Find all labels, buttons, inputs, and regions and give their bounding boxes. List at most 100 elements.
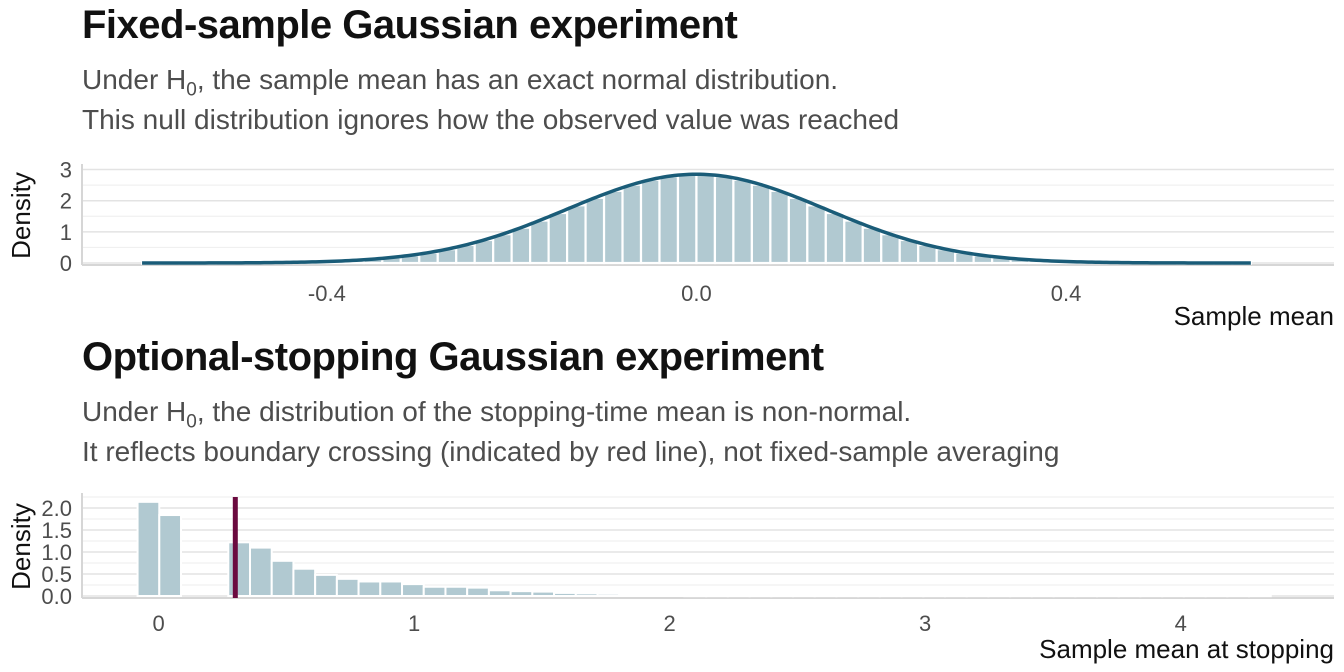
histogram-bar [1117, 594, 1142, 598]
histogram-bar [136, 500, 161, 598]
histogram-bar [658, 175, 680, 265]
histogram-bar [770, 594, 794, 598]
panel1-title: Fixed-sample Gaussian experiment [82, 3, 738, 47]
histogram-bar [510, 226, 532, 265]
histogram-bar [922, 594, 946, 598]
histogram-bar [584, 196, 606, 265]
histogram-bar [158, 514, 183, 597]
x-tick-label: 0 [153, 611, 165, 636]
histogram-bar [565, 204, 587, 265]
y-tick-label: 0 [60, 251, 72, 276]
x-tick-label: 0.0 [681, 281, 712, 306]
x-tick-label: 1 [408, 611, 420, 636]
histogram-bar [878, 594, 903, 598]
y-axis-title: Density [6, 172, 36, 259]
histogram-bar [713, 175, 735, 265]
histogram-bar [705, 594, 729, 598]
histogram-bar [861, 226, 883, 265]
histogram-bar [683, 594, 708, 598]
histogram-bar [547, 211, 569, 265]
histogram-bar [422, 585, 447, 598]
histogram-bar [357, 580, 382, 598]
histogram-bar [401, 583, 425, 598]
panel1-subtitle-line2: This null distribution ignores how the o… [82, 104, 900, 135]
panel2-subtitle-line1: Under H0, the distribution of the stoppi… [82, 396, 912, 433]
x-tick-label: -0.4 [308, 281, 346, 306]
histogram-bar [1030, 594, 1055, 598]
histogram-bar [750, 183, 772, 265]
y-tick-label: 1 [60, 220, 72, 245]
x-tick-label: 4 [1175, 611, 1187, 636]
histogram-bar [553, 591, 577, 597]
histogram-bar [880, 233, 901, 265]
histogram-bar [227, 541, 251, 597]
histogram-bar [1074, 594, 1099, 598]
normal-density-curve [142, 172, 1251, 265]
histogram-bar [1204, 594, 1229, 598]
histogram-bar [379, 580, 404, 598]
histogram-bar [748, 594, 773, 598]
histogram-bars [140, 173, 1252, 265]
histogram-bar [965, 594, 990, 598]
histogram-bar [900, 594, 925, 598]
y-tick-label: 3 [60, 158, 72, 183]
histogram-bar [661, 594, 686, 598]
histogram-bar [732, 178, 753, 265]
x-axis-title: Sample mean [1174, 301, 1334, 331]
histogram-bar [1161, 594, 1185, 598]
y-tick-label: 2.0 [41, 496, 72, 521]
histogram-bar [292, 567, 317, 598]
y-tick-label: 2 [60, 189, 72, 214]
histogram-bar [1248, 594, 1272, 598]
histogram-bar [676, 173, 698, 265]
histogram-bar [335, 577, 360, 597]
histogram-bar [618, 593, 642, 598]
panel1-subtitle-line1: Under H0, the sample mean has an exact n… [82, 64, 839, 101]
y-tick-label: 1.0 [41, 540, 72, 565]
histogram-bar [695, 173, 717, 265]
histogram-bar [509, 590, 534, 598]
histogram-bar [574, 592, 599, 598]
x-axis-title: Sample mean at stopping [1039, 634, 1334, 664]
histogram-bar [487, 589, 512, 597]
x-tick-label: 2 [664, 611, 676, 636]
histogram-bar [1052, 594, 1077, 598]
fixed-sample-chart: 0 1 2 3 -0.4 0.0 0.4 Sample mean Density [6, 158, 1334, 331]
histogram-bar [806, 204, 827, 265]
histogram-bar [769, 189, 790, 265]
histogram-bar [639, 594, 664, 598]
histogram-bar [1009, 594, 1033, 598]
histogram-bar [1139, 594, 1164, 598]
histogram-bar [943, 594, 968, 598]
histogram-bar [531, 590, 556, 597]
x-tick-label: 0.4 [1051, 281, 1082, 306]
histogram-bar [1226, 594, 1251, 598]
histogram-bar [857, 594, 881, 598]
histogram-bar [987, 594, 1012, 598]
y-tick-label: 1.5 [41, 518, 72, 543]
panel2-subtitle-line2: It reflects boundary crossing (indicated… [82, 436, 1060, 467]
histogram-bar [444, 585, 469, 598]
histogram-bar [843, 219, 864, 265]
histogram-bar [824, 211, 846, 265]
histogram-bar [314, 573, 338, 597]
x-tick-label: 3 [919, 611, 931, 636]
panel1-subtitle-subscript: 0 [186, 79, 197, 101]
panel2-subtitle-subscript: 0 [186, 411, 197, 433]
histogram-bar [639, 178, 661, 265]
y-tick-label: 0.5 [41, 562, 72, 587]
histogram-bar [596, 592, 621, 598]
panel2-title: Optional-stopping Gaussian experiment [82, 335, 824, 379]
histogram-bar [1182, 594, 1207, 598]
histogram-bar [466, 586, 490, 597]
histogram-bar [248, 546, 273, 597]
histogram-bar [787, 196, 809, 265]
histogram-bar [621, 183, 643, 265]
histogram-bar [270, 559, 295, 598]
histogram-bar [835, 594, 860, 598]
histogram-bar [529, 219, 550, 265]
y-tick-label: 0.0 [41, 584, 72, 609]
histogram-bars [136, 500, 1272, 598]
histogram-bar [726, 594, 751, 598]
